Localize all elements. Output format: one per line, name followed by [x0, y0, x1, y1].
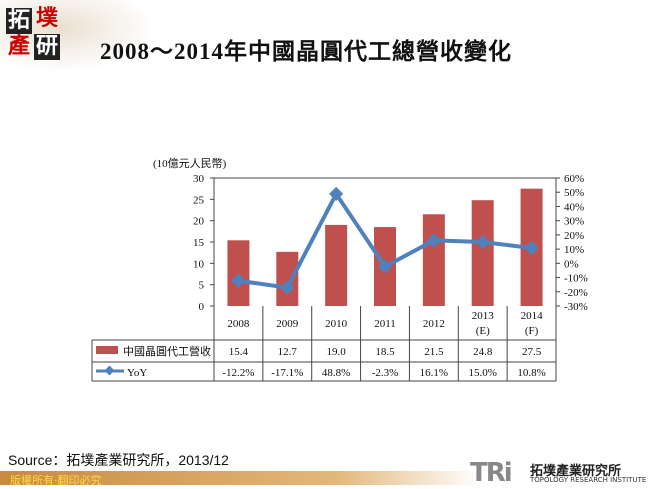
logo-char: 產 — [7, 34, 30, 59]
yoy-marker — [280, 280, 295, 295]
bar — [422, 214, 445, 306]
logo-char: 墣 — [35, 6, 58, 31]
logo-char: 拓 — [6, 8, 32, 34]
left-tick-label: 5 — [199, 280, 205, 292]
right-tick-label: 40% — [564, 201, 584, 213]
revenue-value: 27.5 — [522, 346, 542, 358]
legend-line-label: YoY — [127, 367, 147, 379]
revenue-value: 19.0 — [327, 346, 347, 358]
chart: (10億元人民幣) 0 5 10 15 20 25 30 -30% -20% -10% 0% 10% 20… — [91, 157, 588, 382]
category-label: 2011 — [374, 318, 396, 330]
right-tick-label: 20% — [564, 230, 584, 242]
bar — [325, 224, 348, 306]
left-tick-label: 0 — [199, 301, 205, 313]
yoy-marker — [329, 186, 344, 201]
right-tick-label: 60% — [564, 173, 584, 185]
right-tick-label: 30% — [564, 216, 584, 228]
category-label: 2008 — [227, 318, 250, 330]
yoy-value: -12.2% — [222, 367, 254, 379]
brand-name-en: TOPOLOGY RESEARCH INSTITUTE — [530, 476, 647, 484]
revenue-value: 21.5 — [424, 346, 444, 358]
category-label: 2010 — [325, 318, 348, 330]
left-tick-label: 30 — [193, 173, 205, 185]
category-label: (E) — [476, 325, 490, 337]
right-tick-label: 50% — [564, 187, 584, 199]
yoy-value: 15.0% — [469, 367, 497, 379]
yoy-marker — [377, 259, 393, 274]
yoy-marker — [524, 240, 539, 256]
left-tick-label: 10 — [193, 258, 205, 270]
revenue-value: 12.7 — [278, 346, 298, 358]
yoy-value: 10.8% — [517, 367, 545, 379]
right-tick-label: -30% — [564, 301, 588, 313]
left-tick-label: 25 — [193, 194, 205, 206]
bar — [276, 251, 299, 306]
legend-line-marker — [104, 365, 115, 376]
category-label: 2013 — [472, 310, 495, 322]
left-tick-label: 20 — [193, 216, 205, 228]
copyright-text: 版權所有‧翻印必究 — [10, 474, 102, 487]
yoy-value: -17.1% — [271, 367, 303, 379]
brand-mark: TRi — [470, 458, 513, 488]
left-tick-label: 15 — [193, 237, 205, 249]
bar — [227, 240, 250, 306]
revenue-value: 24.8 — [473, 346, 493, 358]
source-note: Source：拓墣產業研究所，2013/12 — [8, 452, 229, 468]
category-label: 2012 — [423, 318, 445, 330]
yoy-value: -2.3% — [372, 367, 399, 379]
logo: 拓 墣 產 研 — [6, 6, 62, 62]
footer-bar: 版權所有‧翻印必究 — [0, 471, 480, 487]
logo-char: 研 — [34, 34, 60, 60]
legend-bar-label: 中國晶圓代工營收 — [123, 344, 211, 358]
yoy-marker — [426, 233, 441, 248]
right-tick-label: 10% — [564, 244, 584, 256]
category-label: 2014 — [521, 310, 544, 322]
yoy-value: 48.8% — [322, 367, 350, 379]
revenue-value: 15.4 — [229, 346, 249, 358]
category-label: (F) — [525, 325, 539, 337]
revenue-value: 18.5 — [375, 346, 395, 358]
category-label: 2009 — [276, 318, 299, 330]
page-title: 2008～2014年中國晶圓代工總營收變化 — [100, 39, 512, 64]
right-tick-label: -20% — [564, 287, 588, 299]
legend-bar-swatch — [96, 346, 118, 354]
yoy-marker — [475, 234, 490, 250]
yoy-marker — [231, 273, 246, 288]
right-tick-label: -10% — [564, 273, 588, 285]
bar — [471, 200, 494, 306]
brand-name: 拓墣產業研究所 — [530, 464, 622, 479]
yoy-value: 16.1% — [420, 367, 448, 379]
unit-label: (10億元人民幣) — [153, 157, 227, 170]
right-tick-label: 0% — [564, 258, 579, 270]
